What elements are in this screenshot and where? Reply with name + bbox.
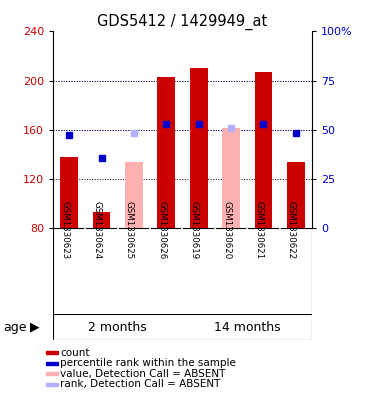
Text: GSM1330620: GSM1330620 [222,201,231,260]
Text: GSM1330619: GSM1330619 [190,202,199,260]
Bar [254,72,272,228]
Bar [287,162,305,228]
Text: percentile rank within the sample: percentile rank within the sample [60,358,236,368]
Bar [46,372,58,375]
Bar [222,129,240,228]
Bar [157,77,175,228]
Bar [46,351,58,354]
Text: count: count [60,348,90,358]
Text: ▶: ▶ [30,321,39,334]
Text: GSM1330623: GSM1330623 [60,201,69,260]
Text: GSM1330625: GSM1330625 [125,201,134,260]
Bar [46,383,58,386]
Bar [46,362,58,365]
Text: GSM1330624: GSM1330624 [92,201,101,260]
Text: GSM1330626: GSM1330626 [157,201,166,260]
Text: 14 months: 14 months [214,321,281,334]
Text: 2 months: 2 months [88,321,147,334]
Bar [93,212,111,228]
Text: rank, Detection Call = ABSENT: rank, Detection Call = ABSENT [60,379,220,389]
Bar [60,157,78,228]
Bar [190,68,208,228]
Bar [125,162,143,228]
Text: GDS5412 / 1429949_at: GDS5412 / 1429949_at [97,14,268,30]
Text: value, Detection Call = ABSENT: value, Detection Call = ABSENT [60,369,226,379]
Text: GSM1330621: GSM1330621 [254,201,264,260]
Text: GSM1330622: GSM1330622 [287,201,296,260]
Text: age: age [4,321,27,334]
